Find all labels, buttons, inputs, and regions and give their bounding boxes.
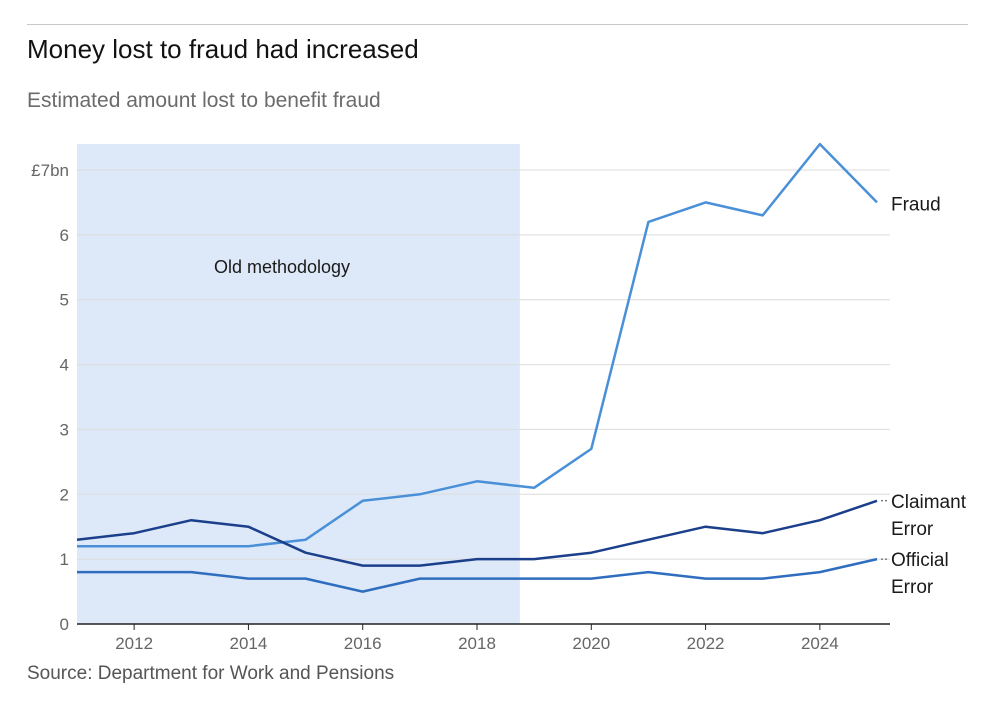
y-tick-label: 5 [60,291,69,310]
series-label-claimant-error: Claimant [891,492,967,513]
x-tick-label: 2012 [115,634,153,653]
y-tick-label: 6 [60,226,69,245]
series-label-official-error: Official [891,550,949,571]
top-rule [27,24,968,25]
x-tick-label: 2020 [572,634,610,653]
x-tick-label: 2016 [344,634,382,653]
old-methodology-label: Old methodology [214,257,350,277]
x-tick-label: 2014 [230,634,268,653]
x-tick-label: 2018 [458,634,496,653]
y-tick-label: £7bn [31,161,69,180]
chart-subtitle: Estimated amount lost to benefit fraud [27,89,381,112]
y-tick-label: 4 [60,356,69,375]
source-note: Source: Department for Work and Pensions [27,663,395,684]
y-tick-label: 2 [60,485,69,504]
series-label-claimant-error: Error [891,519,934,540]
series-line-claimant-error [76,499,878,567]
x-tick-label: 2024 [801,634,839,653]
y-tick-label: 0 [60,615,69,634]
series-label-fraud: Fraud [891,194,941,215]
old-methodology-region [77,144,520,624]
series-line-fraud [77,142,878,548]
x-tick-label: 2022 [687,634,725,653]
chart-title: Money lost to fraud had increased [27,34,419,64]
y-tick-label: 1 [60,550,69,569]
y-tick-label: 3 [60,420,69,439]
series-line-official-error [77,557,878,593]
series-label-official-error: Error [891,577,934,598]
